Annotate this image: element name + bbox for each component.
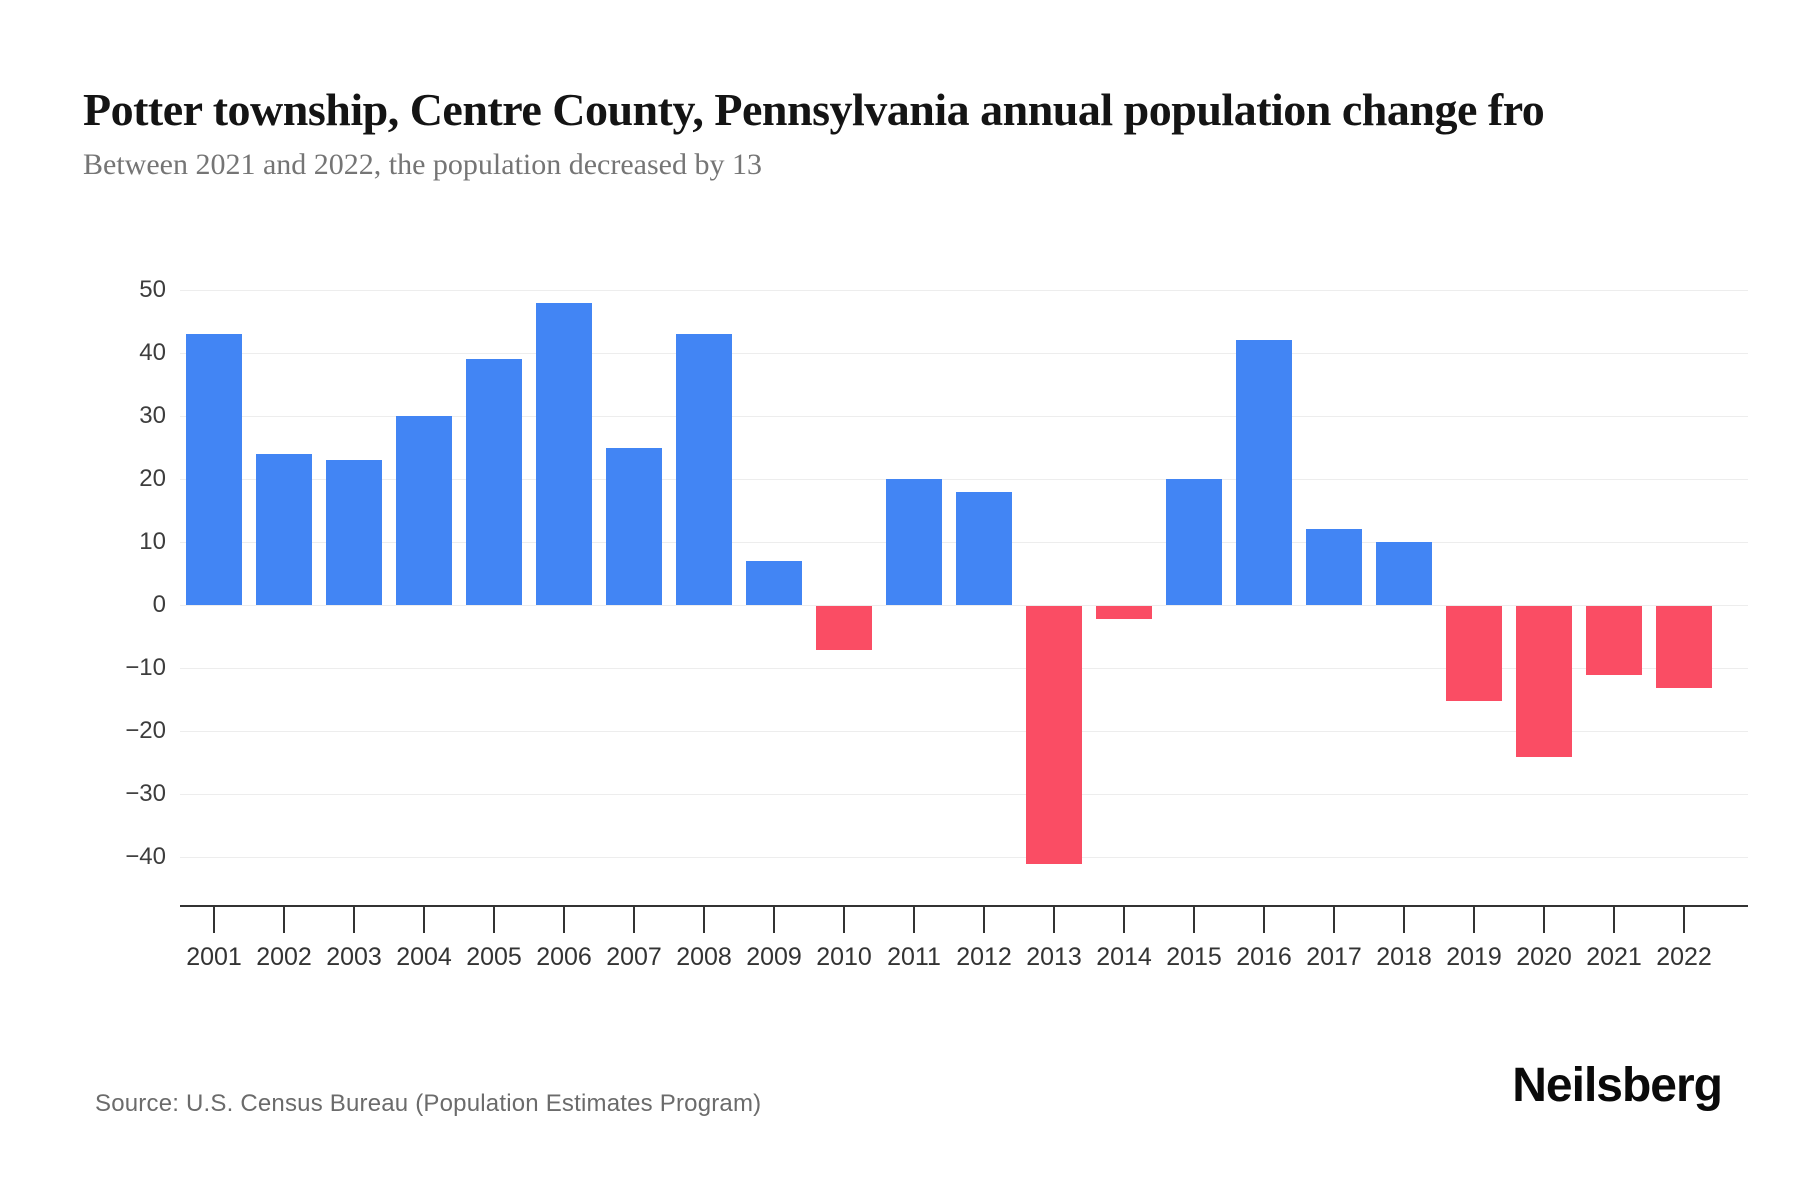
gridline--40 [180, 857, 1748, 858]
x-axis-tick-label: 2014 [1096, 943, 1152, 971]
gridline-0 [180, 605, 1748, 606]
x-axis-tick [913, 905, 915, 933]
x-axis-tick-label: 2012 [956, 943, 1012, 971]
bar-2021[interactable] [1586, 606, 1642, 676]
y-axis-tick-label: −30 [125, 780, 166, 807]
x-axis-tick-label: 2007 [606, 943, 662, 971]
x-axis-tick-label: 2017 [1306, 943, 1362, 971]
x-axis-tick-label: 2009 [746, 943, 802, 971]
bar-2001[interactable] [186, 334, 242, 605]
x-axis-tick [1193, 905, 1195, 933]
bar-2006[interactable] [536, 302, 592, 605]
x-axis-tick [563, 905, 565, 933]
bar-2011[interactable] [886, 479, 942, 605]
x-axis-tick-label: 2002 [256, 943, 312, 971]
bar-2002[interactable] [256, 453, 312, 605]
x-axis-tick [1543, 905, 1545, 933]
y-axis-tick-label: −10 [125, 654, 166, 681]
bar-2013[interactable] [1026, 606, 1082, 865]
x-axis-tick-label: 2006 [536, 943, 592, 971]
gridline-30 [180, 416, 1748, 417]
chart-title: Potter township, Centre County, Pennsylv… [83, 83, 1545, 135]
x-axis-tick-label: 2008 [676, 943, 732, 971]
x-axis-line [180, 905, 1748, 907]
bar-2022[interactable] [1656, 606, 1712, 688]
bar-2015[interactable] [1166, 479, 1222, 605]
source-text: Source: U.S. Census Bureau (Population E… [95, 1090, 762, 1117]
x-axis-tick-label: 2019 [1446, 943, 1502, 971]
x-axis-tick-label: 2016 [1236, 943, 1292, 971]
bar-2019[interactable] [1446, 606, 1502, 701]
bar-2007[interactable] [606, 447, 662, 605]
x-axis-tick-label: 2021 [1586, 943, 1642, 971]
bar-2005[interactable] [466, 359, 522, 605]
x-axis-tick [493, 905, 495, 933]
gridline--10 [180, 668, 1748, 669]
x-axis-tick [1053, 905, 1055, 933]
gridline--20 [180, 731, 1748, 732]
x-axis-tick [983, 905, 985, 933]
y-axis-tick-label: 20 [139, 465, 166, 492]
x-axis-tick [633, 905, 635, 933]
x-axis-tick-label: 2020 [1516, 943, 1572, 971]
x-axis-tick-label: 2003 [326, 943, 382, 971]
x-axis-tick [703, 905, 705, 933]
x-axis-tick [423, 905, 425, 933]
bar-2010[interactable] [816, 606, 872, 651]
x-axis-tick [353, 905, 355, 933]
x-axis-tick [213, 905, 215, 933]
bar-2008[interactable] [676, 334, 732, 605]
bar-2003[interactable] [326, 460, 382, 605]
y-axis-tick-label: 40 [139, 339, 166, 366]
x-axis-tick-label: 2001 [186, 943, 242, 971]
x-axis-tick [283, 905, 285, 933]
x-axis-tick-label: 2010 [816, 943, 872, 971]
chart-subtitle: Between 2021 and 2022, the population de… [83, 148, 762, 181]
x-axis-tick [1333, 905, 1335, 933]
brand-logo: Neilsberg [1512, 1059, 1723, 1112]
gridline--30 [180, 794, 1748, 795]
y-axis-tick-label: 30 [139, 402, 166, 429]
x-axis-tick-label: 2015 [1166, 943, 1222, 971]
bar-2020[interactable] [1516, 606, 1572, 758]
x-axis-tick [1613, 905, 1615, 933]
x-axis-tick [843, 905, 845, 933]
x-axis-tick-label: 2005 [466, 943, 522, 971]
x-axis-tick [1683, 905, 1685, 933]
gridline-40 [180, 353, 1748, 354]
x-axis-tick [773, 905, 775, 933]
x-axis-tick [1263, 905, 1265, 933]
x-axis-tick-label: 2004 [396, 943, 452, 971]
y-axis-tick-label: −20 [125, 717, 166, 744]
bar-2016[interactable] [1236, 340, 1292, 605]
bar-2012[interactable] [956, 491, 1012, 605]
bar-2018[interactable] [1376, 542, 1432, 605]
bar-2014[interactable] [1096, 606, 1152, 619]
bar-2004[interactable] [396, 416, 452, 605]
x-axis-tick [1403, 905, 1405, 933]
x-axis-tick-label: 2018 [1376, 943, 1432, 971]
x-axis-tick [1473, 905, 1475, 933]
gridline-50 [180, 290, 1748, 291]
x-axis-tick [1123, 905, 1125, 933]
x-axis-tick-label: 2013 [1026, 943, 1082, 971]
y-axis-tick-label: 10 [139, 528, 166, 555]
x-axis-tick-label: 2022 [1656, 943, 1712, 971]
y-axis-tick-label: 0 [152, 591, 166, 618]
x-axis-tick-label: 2011 [887, 943, 941, 971]
y-axis-tick-label: 50 [139, 276, 166, 303]
y-axis-tick-label: −40 [125, 843, 166, 870]
bar-2017[interactable] [1306, 529, 1362, 605]
gridline-20 [180, 479, 1748, 480]
bar-2009[interactable] [746, 560, 802, 605]
